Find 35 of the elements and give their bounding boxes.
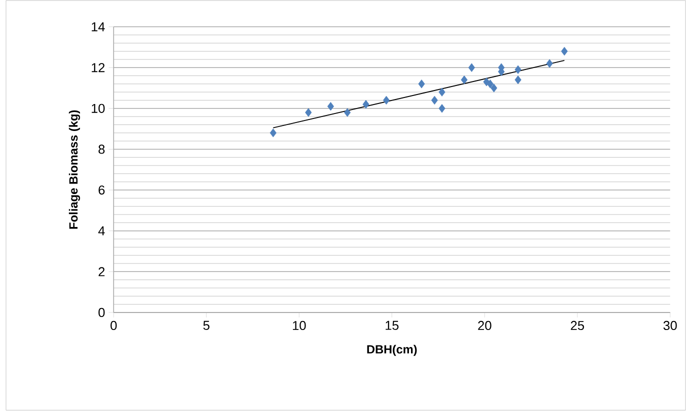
point bbox=[546, 59, 553, 68]
point bbox=[561, 47, 568, 56]
y-tick-label: 6 bbox=[98, 186, 105, 195]
point bbox=[327, 102, 334, 111]
point bbox=[382, 96, 390, 105]
x-tick-label: 5 bbox=[203, 321, 210, 330]
x-tick-label: 30 bbox=[663, 321, 677, 330]
point bbox=[344, 108, 351, 118]
y-tick-label: 4 bbox=[98, 226, 105, 236]
y-tick-label: 12 bbox=[92, 63, 105, 72]
point bbox=[362, 100, 370, 109]
y-tick-label: 2 bbox=[98, 267, 105, 276]
x-axis-title: DBH(cm) bbox=[367, 344, 417, 356]
point bbox=[305, 108, 312, 118]
point bbox=[468, 63, 475, 72]
x-tick-label: 0 bbox=[110, 321, 117, 330]
point bbox=[438, 104, 446, 113]
point bbox=[514, 65, 522, 74]
x-tick-label: 25 bbox=[570, 321, 584, 330]
y-axis-title: Foliage Biomass (kg) bbox=[68, 110, 80, 229]
point bbox=[490, 84, 498, 93]
y-tick-label: 0 bbox=[98, 308, 105, 318]
y-tick-label: 14 bbox=[92, 22, 105, 32]
x-tick-label: 20 bbox=[478, 321, 492, 330]
x-tick-label: 10 bbox=[292, 321, 306, 330]
point bbox=[514, 76, 522, 84]
point bbox=[438, 88, 446, 97]
point bbox=[486, 80, 494, 88]
y-tick-label: 8 bbox=[98, 144, 105, 154]
point bbox=[431, 96, 438, 105]
y-tick-label: 10 bbox=[92, 104, 105, 114]
point bbox=[270, 128, 276, 138]
point bbox=[460, 76, 468, 84]
point bbox=[418, 80, 425, 88]
x-tick-label: 15 bbox=[386, 321, 399, 330]
